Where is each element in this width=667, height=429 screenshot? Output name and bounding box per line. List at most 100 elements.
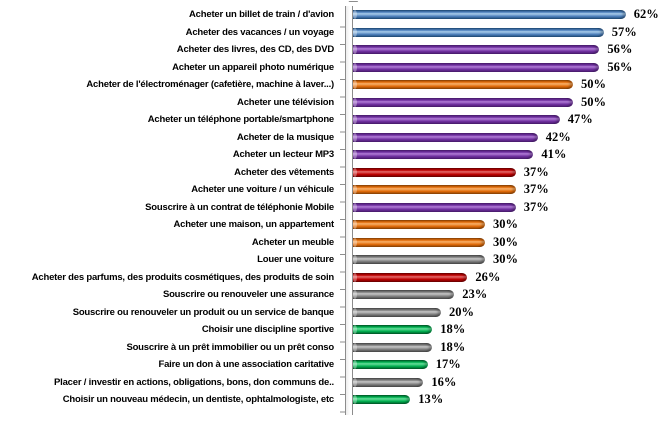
bar-row: Acheter des livres, des CD, des DVD 56% xyxy=(0,41,667,59)
bar xyxy=(353,45,600,55)
bar-zone: 23% xyxy=(341,286,487,304)
category-label: Louer une voiture xyxy=(257,254,334,266)
bar xyxy=(353,237,485,247)
bar xyxy=(353,255,485,265)
bar-zone: 30% xyxy=(341,234,518,252)
bar xyxy=(353,377,424,387)
value-label: 17% xyxy=(435,357,461,372)
bar xyxy=(353,97,573,107)
bar-zone: 50% xyxy=(341,76,606,94)
value-label: 18% xyxy=(440,339,466,354)
bar-row: Acheter un billet de train / d'avion 62% xyxy=(0,6,667,24)
bar-row: Acheter un appareil photo numérique 56% xyxy=(0,59,667,77)
category-label: Acheter un téléphone portable/smartphone xyxy=(147,114,334,126)
bar-row: Faire un don à une association caritativ… xyxy=(0,356,667,374)
bar-zone: 30% xyxy=(341,216,518,234)
bar xyxy=(353,62,600,72)
bar-row: Acheter une télévision 50% xyxy=(0,94,667,112)
value-label: 42% xyxy=(545,129,571,144)
bar xyxy=(353,185,516,195)
value-label: 23% xyxy=(462,287,488,302)
bar-zone: 47% xyxy=(341,111,593,129)
bar-zone: 56% xyxy=(341,59,632,77)
bar-zone: 41% xyxy=(341,146,566,164)
value-label: 50% xyxy=(581,94,606,109)
bar xyxy=(353,342,433,352)
bar-row: Placer / investir en actions, obligation… xyxy=(0,374,667,392)
bar xyxy=(353,10,626,20)
bar-zone: 17% xyxy=(341,356,461,374)
bar-row: Souscrire ou renouveler un produit ou un… xyxy=(0,304,667,322)
axis-tick-marks xyxy=(340,10,345,415)
bar-zone: 50% xyxy=(341,94,606,112)
category-label: Acheter des vêtements xyxy=(234,166,334,178)
category-label: Choisir un nouveau médecin, un dentiste,… xyxy=(62,394,334,406)
bar-row: Choisir un nouveau médecin, un dentiste,… xyxy=(0,391,667,409)
bar xyxy=(353,80,573,90)
bar-row: Acheter un téléphone portable/smartphone… xyxy=(0,111,667,129)
value-label: 26% xyxy=(475,269,501,284)
bar-zone: 37% xyxy=(341,199,549,217)
bar-rows-container: Acheter un billet de train / d'avion 62% A… xyxy=(0,6,667,409)
category-label: Souscrire à un prêt immobilier ou un prê… xyxy=(126,341,334,353)
bar xyxy=(353,167,516,177)
bar-zone: 37% xyxy=(341,181,549,199)
category-label: Choisir une discipline sportive xyxy=(201,324,334,336)
value-label: 30% xyxy=(493,217,518,232)
category-label: Acheter une voiture / un véhicule xyxy=(191,184,334,196)
value-label: 56% xyxy=(607,59,633,74)
value-label: 18% xyxy=(440,322,466,337)
bar-zone: 57% xyxy=(341,24,637,42)
bar-zone: 16% xyxy=(341,374,456,392)
bar-zone: 62% xyxy=(341,6,659,24)
bar-row: Choisir une discipline sportive 18% xyxy=(0,321,667,339)
value-label: 13% xyxy=(418,392,444,407)
value-label: 37% xyxy=(523,199,549,214)
category-label: Acheter des vacances / un voyage xyxy=(185,26,335,38)
bar-row: Acheter des vêtements 37% xyxy=(0,164,667,182)
bar-row: Acheter un lecteur MP3 41% xyxy=(0,146,667,164)
bar xyxy=(353,202,516,212)
category-label: Acheter un billet de train / d'avion xyxy=(189,9,334,21)
bar-row: Souscrire ou renouveler une assurance 23% xyxy=(0,286,667,304)
bar xyxy=(353,132,538,142)
category-label: Acheter un appareil photo numérique xyxy=(172,61,334,73)
category-label: Acheter des livres, des CD, des DVD xyxy=(176,44,334,56)
bar-row: Acheter une maison, un appartement 30% xyxy=(0,216,667,234)
bar xyxy=(353,272,468,282)
category-label: Acheter un meuble xyxy=(251,236,334,248)
value-label: 50% xyxy=(581,77,606,92)
category-label: Acheter une maison, un appartement xyxy=(173,219,334,231)
value-label: 56% xyxy=(607,42,633,57)
value-label: 20% xyxy=(449,304,474,319)
category-label: Faire un don à une association caritativ… xyxy=(158,359,334,371)
bar-row: Acheter de la musique 42% xyxy=(0,129,667,147)
bar-zone: 56% xyxy=(341,41,632,59)
category-label: Acheter un lecteur MP3 xyxy=(232,149,334,161)
bar-row: Acheter un meuble 30% xyxy=(0,234,667,252)
bar xyxy=(353,290,455,300)
bar-row: Souscrire à un prêt immobilier ou un prê… xyxy=(0,339,667,357)
value-label: 30% xyxy=(493,234,518,249)
bar-row: Acheter des vacances / un voyage 57% xyxy=(0,24,667,42)
bar xyxy=(353,325,433,335)
bar xyxy=(353,150,534,160)
bar-zone: 30% xyxy=(341,251,518,269)
bar-zone: 13% xyxy=(341,391,443,409)
bar xyxy=(353,307,441,317)
value-label: 62% xyxy=(633,7,659,22)
category-label: Acheter des parfums, des produits cosmét… xyxy=(31,271,334,283)
axis-3d-wall xyxy=(345,6,353,415)
value-label: 47% xyxy=(567,112,593,127)
value-label: 57% xyxy=(611,24,637,39)
bar-zone: 20% xyxy=(341,304,474,322)
bar-zone: 42% xyxy=(341,129,571,147)
bar xyxy=(353,360,428,370)
bar-row: Acheter une voiture / un véhicule 37% xyxy=(0,181,667,199)
bar-row: Louer une voiture 30% xyxy=(0,251,667,269)
bar-row: Acheter des parfums, des produits cosmét… xyxy=(0,269,667,287)
bar-row: Souscrire à un contrat de téléphonie Mob… xyxy=(0,199,667,217)
value-label: 30% xyxy=(493,252,518,267)
bar-row: Acheter de l'électroménager (cafetière, … xyxy=(0,76,667,94)
bar-zone: 18% xyxy=(341,339,465,357)
